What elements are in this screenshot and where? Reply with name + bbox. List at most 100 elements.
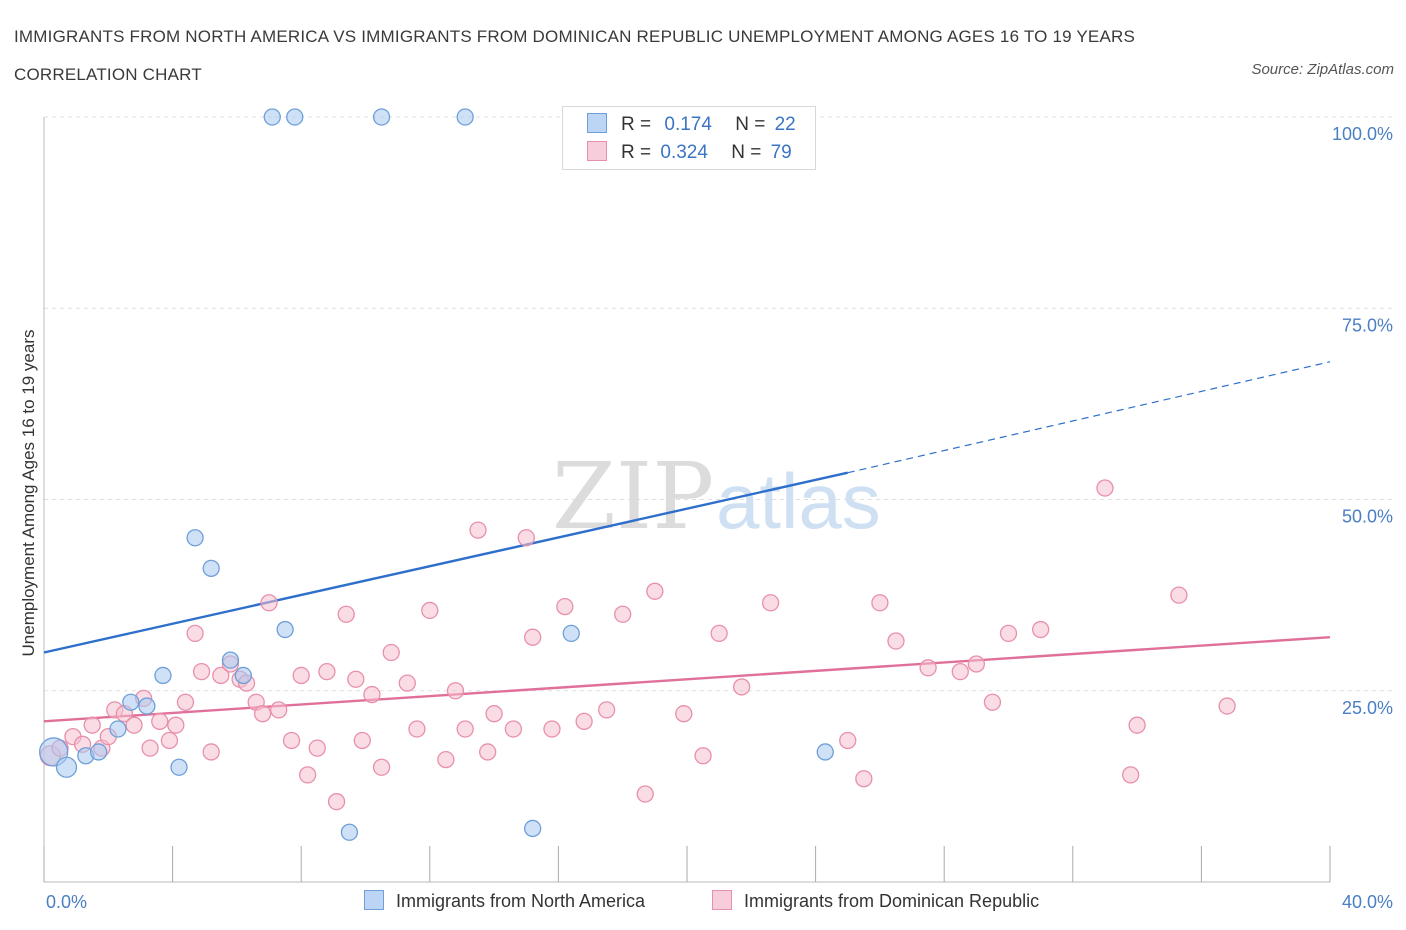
point-dominican-republic	[292, 666, 310, 685]
point-north-america	[186, 529, 204, 547]
point-dominican-republic	[398, 674, 416, 692]
point-dominican-republic	[298, 766, 317, 784]
point-north-america	[234, 666, 252, 685]
point-north-america	[340, 823, 359, 841]
point-dominican-republic	[524, 628, 542, 646]
point-dominican-republic	[710, 624, 728, 643]
y-tick-label: 100.0%	[1332, 124, 1393, 144]
point-dominican-republic	[517, 529, 535, 547]
point-dominican-republic	[469, 521, 487, 539]
point-dominican-republic	[1128, 716, 1146, 734]
point-north-america	[109, 720, 127, 738]
x-tick-label: 40.0%	[1342, 892, 1393, 912]
legend-row-dominican-republic: R = 0.324 N = 79	[587, 141, 792, 165]
point-north-america	[55, 756, 78, 778]
watermark-atlas: atlas	[716, 457, 881, 545]
point-dominican-republic	[504, 720, 523, 738]
y-axis-label: Unemployment Among Ages 16 to 19 years	[19, 330, 38, 657]
point-dominican-republic	[761, 594, 780, 612]
point-dominican-republic	[951, 662, 969, 681]
point-north-america	[154, 666, 172, 685]
point-dominican-republic	[1032, 620, 1050, 639]
point-dominican-republic	[1122, 766, 1140, 784]
point-north-america	[456, 108, 474, 126]
legend-r-label: R =	[621, 142, 652, 163]
point-dominican-republic	[456, 720, 474, 738]
point-dominican-republic	[839, 731, 857, 750]
point-dominican-republic	[192, 662, 211, 681]
point-dominican-republic	[176, 693, 195, 711]
point-dominican-republic	[855, 770, 873, 788]
point-north-america	[276, 620, 294, 639]
legend-r-label: R =	[621, 114, 652, 135]
point-dominican-republic	[597, 701, 616, 719]
point-dominican-republic	[1218, 697, 1236, 715]
point-north-america	[202, 559, 220, 577]
point-dominican-republic	[353, 731, 371, 750]
point-dominican-republic	[694, 747, 712, 765]
bottom-legend-label: Immigrants from North America	[396, 891, 646, 911]
y-tick-labels: 100.0% 75.0% 50.0% 25.0%	[1332, 124, 1393, 718]
point-dominican-republic	[382, 643, 400, 662]
y-tick-label: 50.0%	[1342, 507, 1393, 527]
point-dominican-republic	[337, 605, 355, 623]
stats-legend: R = 0.174 N = 22 R = 0.324 N = 79	[562, 106, 816, 170]
point-dominican-republic	[543, 720, 561, 738]
point-dominican-republic	[327, 793, 346, 811]
point-dominican-republic	[347, 670, 365, 688]
legend-n-value: 22	[774, 114, 796, 135]
legend-swatch-blue	[587, 113, 607, 133]
point-dominican-republic	[437, 750, 455, 769]
point-dominican-republic	[1096, 479, 1114, 497]
y-tick-label: 25.0%	[1342, 698, 1393, 718]
legend-swatch-pink	[587, 141, 607, 161]
point-dominican-republic	[125, 716, 143, 734]
point-dominican-republic	[167, 716, 185, 734]
point-north-america	[122, 693, 140, 711]
point-dominican-republic	[636, 785, 654, 803]
point-north-america	[263, 108, 281, 126]
point-dominican-republic	[575, 712, 593, 730]
point-north-america	[562, 624, 580, 643]
x-tick-label: 0.0%	[46, 892, 87, 912]
point-dominican-republic	[318, 662, 336, 681]
point-dominican-republic	[282, 731, 301, 750]
bottom-legend-label: Immigrants from Dominican Republic	[744, 891, 1040, 911]
point-dominican-republic	[202, 743, 220, 761]
bottom-legend-north-america: Immigrants from North America	[364, 890, 645, 916]
point-north-america	[816, 743, 834, 761]
point-north-america	[286, 108, 304, 126]
grid-lines	[44, 116, 1392, 692]
point-dominican-republic	[308, 739, 326, 757]
point-dominican-republic	[408, 720, 426, 738]
point-north-america	[221, 651, 240, 669]
point-dominican-republic	[186, 624, 204, 643]
point-dominican-republic	[999, 624, 1018, 643]
legend-n-label: N =	[731, 142, 762, 163]
point-north-america	[524, 819, 542, 838]
point-dominican-republic	[253, 705, 272, 723]
point-north-america	[372, 108, 391, 126]
legend-row-north-america: R = 0.174 N = 22	[587, 113, 796, 137]
y-tick-label: 75.0%	[1342, 315, 1393, 335]
point-dominican-republic	[675, 705, 693, 723]
point-dominican-republic	[151, 712, 169, 730]
point-dominican-republic	[1170, 586, 1188, 604]
point-dominican-republic	[421, 601, 439, 620]
point-dominican-republic	[479, 743, 497, 761]
point-dominican-republic	[646, 582, 664, 600]
point-dominican-republic	[556, 597, 574, 616]
point-dominican-republic	[485, 705, 503, 723]
point-dominican-republic	[919, 659, 937, 677]
data-points	[38, 108, 1236, 841]
point-dominican-republic	[614, 605, 632, 623]
bottom-legend-dominican-republic: Immigrants from Dominican Republic	[712, 890, 1039, 916]
trend-line-north-america-extension	[847, 361, 1331, 474]
point-north-america	[90, 743, 108, 761]
point-dominican-republic	[446, 682, 465, 700]
point-dominican-republic	[372, 758, 391, 776]
legend-r-value: 0.174	[664, 114, 712, 135]
point-dominican-republic	[871, 594, 889, 612]
chart-title: IMMIGRANTS FROM NORTH AMERICA VS IMMIGRA…	[14, 27, 1136, 84]
